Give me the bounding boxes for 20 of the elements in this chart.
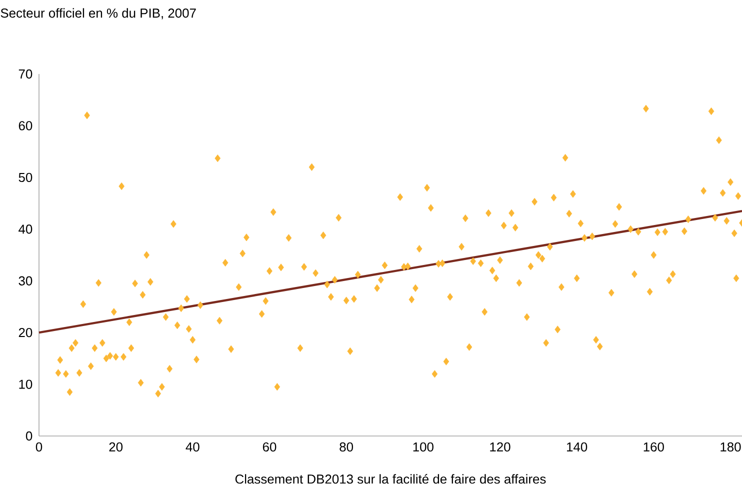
y-tick-label: 60 xyxy=(18,121,32,130)
y-axis-title: Secteur officiel en % du PIB, 2007 xyxy=(0,8,196,20)
x-tick-label: 160 xyxy=(644,442,664,452)
y-tick-label: 70 xyxy=(18,69,32,79)
y-tick-label: 10 xyxy=(19,380,32,389)
x-tick-label: 20 xyxy=(109,442,123,452)
x-tick-label: 120 xyxy=(490,442,510,452)
y-tick-label: 20 xyxy=(18,328,32,338)
y-tick-label: 50 xyxy=(18,172,32,182)
x-tick-label: 60 xyxy=(262,442,276,452)
x-tick-label: 40 xyxy=(186,442,200,452)
x-tick-label: 100 xyxy=(413,442,434,452)
x-tick-label: 140 xyxy=(567,442,588,452)
x-axis-title: Classement DB2013 sur la facilité de faire des affaires xyxy=(235,474,546,484)
x-tick-label: 180 xyxy=(720,442,741,452)
y-tick-label: 0 xyxy=(26,431,32,441)
y-tick-label: 30 xyxy=(18,276,32,286)
x-tick-label: 0 xyxy=(36,442,42,452)
x-tick-label: 80 xyxy=(340,442,354,452)
y-tick-label: 40 xyxy=(18,224,32,234)
